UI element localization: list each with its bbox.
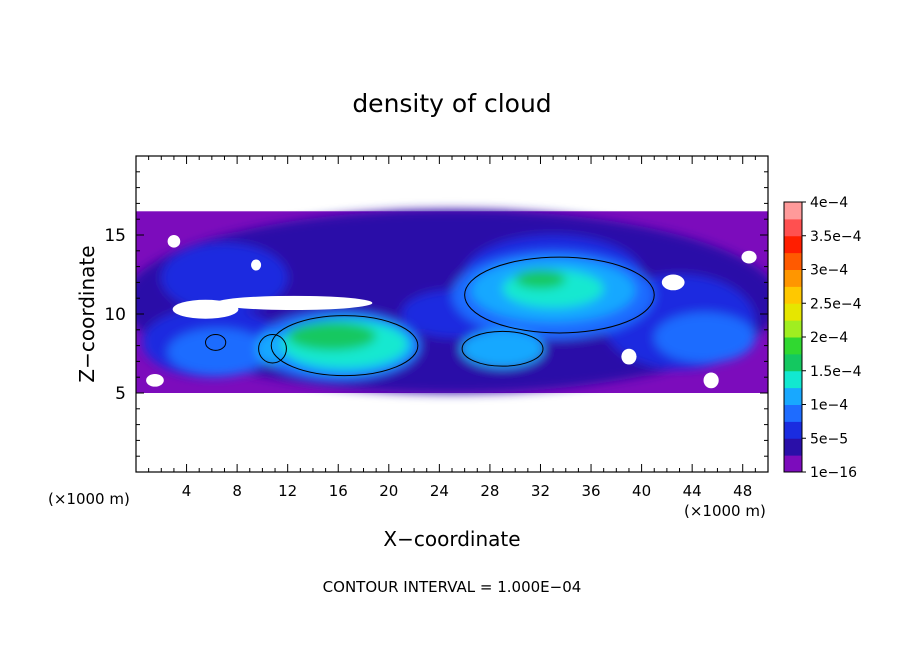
- colorbar-swatch-13: [784, 235, 802, 254]
- chart-title: density of cloud: [352, 89, 551, 118]
- colorbar-swatch-0: [784, 455, 802, 473]
- clear-air-gap-4: [661, 274, 685, 291]
- colorbar-swatch-8: [784, 320, 802, 338]
- plot-frame: [135, 155, 769, 473]
- field-shading: [136, 209, 768, 393]
- y-tick-label: 5: [115, 384, 126, 404]
- colorbar: 1e−16 5e−5 1e−4 1.5e−4 2e−4 2.5e−4 3e−4 3.5e−4 4…: [783, 195, 862, 481]
- field-group: [136, 209, 768, 393]
- x-tick-label: 40: [632, 482, 651, 500]
- colorbar-label: 2e−4: [810, 330, 848, 346]
- colorbar-swatch-1: [784, 438, 802, 456]
- x-tick-label: 16: [329, 482, 348, 500]
- colorbar-label: 5e−5: [810, 431, 848, 447]
- colorbar-label: 1.5e−4: [810, 364, 862, 380]
- colorbar-swatch-11: [784, 269, 802, 287]
- colorbar-label: 4e−4: [810, 195, 848, 211]
- x-tick-label: 20: [379, 482, 398, 500]
- x-tick-label: 4: [182, 482, 192, 500]
- clear-air-gap-8: [146, 374, 164, 387]
- x-tick-label: 8: [232, 482, 242, 500]
- colorbar-swatch-9: [784, 303, 802, 321]
- density-region-9: [654, 312, 756, 363]
- clear-air-gap-3: [251, 259, 262, 271]
- clear-air-gap-2: [167, 235, 181, 248]
- x-tick-label: 28: [480, 482, 499, 500]
- contour-line-4: [205, 334, 227, 351]
- colorbar-swatch-10: [784, 286, 802, 304]
- clear-air-gap-1: [172, 299, 239, 319]
- density-region-11: [460, 329, 545, 368]
- colorbar-swatch-14: [784, 218, 802, 237]
- x-unit-label-left: (×1000 m): [48, 490, 130, 508]
- colorbar-label: 3.5e−4: [810, 229, 862, 245]
- x-tick-label: 48: [733, 482, 752, 500]
- clear-air-gap-0: [215, 295, 373, 311]
- y-axis-label: Z−coordinate: [75, 245, 99, 382]
- colorbar-swatch-6: [784, 353, 802, 372]
- colorbar-swatch-5: [784, 370, 802, 389]
- colorbar-label: 1e−4: [810, 398, 848, 414]
- x-tick-label: 12: [278, 482, 297, 500]
- colorbar-label: 1e−16: [810, 465, 857, 481]
- colorbar-swatch-2: [784, 421, 802, 439]
- colorbar-swatch-7: [784, 337, 802, 355]
- x-tick-label: 32: [531, 482, 550, 500]
- colorbar-swatch-12: [784, 252, 802, 270]
- contour-line-2: [461, 330, 544, 367]
- contour-line-0: [270, 315, 419, 377]
- colorbar-label: 2.5e−4: [810, 296, 862, 312]
- contour-line-1: [258, 334, 287, 364]
- clear-air-gap-5: [741, 250, 757, 264]
- clear-air-gap-6: [621, 348, 637, 365]
- clear-air-gap-7: [703, 372, 719, 389]
- y-tick-label: 15: [104, 226, 126, 246]
- colorbar-label: 3e−4: [810, 263, 848, 279]
- colorbar-swatch-4: [784, 387, 802, 405]
- y-tick-label: 10: [104, 305, 126, 325]
- density-region-16: [287, 321, 377, 351]
- x-tick-label: 24: [430, 482, 449, 500]
- x-unit-label-right: (×1000 m): [684, 502, 766, 520]
- contour-interval-note: CONTOUR INTERVAL = 1.000E−04: [323, 578, 582, 596]
- colorbar-swatch-15: [784, 202, 802, 220]
- contour-line-3: [464, 256, 655, 334]
- colorbar-swatch-3: [784, 404, 802, 422]
- density-region-7: [167, 328, 269, 376]
- density-region-17: [515, 269, 566, 289]
- x-tick-label: 44: [683, 482, 702, 500]
- x-tick-label: 36: [581, 482, 600, 500]
- x-axis-label: X−coordinate: [383, 527, 520, 551]
- plot-area: [136, 209, 768, 393]
